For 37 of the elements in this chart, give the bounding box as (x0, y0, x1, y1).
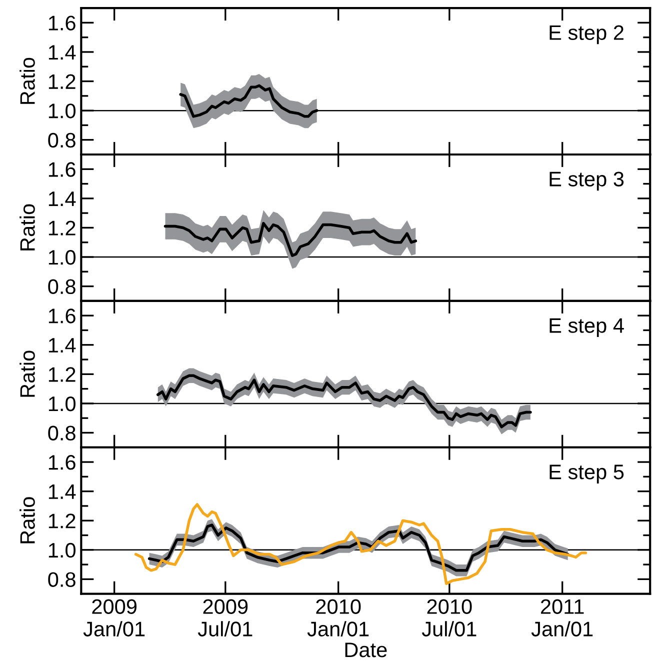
y-axis-title: Ratio (20, 204, 35, 250)
y-tick-label: 1.4 (48, 484, 76, 499)
y-tick-label: 1.4 (48, 192, 76, 206)
y-axis-title: Ratio (20, 350, 35, 397)
y-tick-label: 1.6 (48, 162, 76, 177)
line-series (156, 374, 532, 428)
annotation: E step 4 (550, 318, 624, 338)
x-tick-label: 2009 Jul/01 (198, 599, 252, 636)
y-tick-label: 1.6 (48, 308, 76, 324)
y-tick-label: 1.4 (48, 338, 76, 352)
x-tick-label: 2010 Jul/01 (422, 599, 476, 636)
y-tick-label: 1.6 (48, 16, 76, 30)
y-tick-label: 0.8 (48, 279, 76, 294)
y-tick-label: 0.8 (48, 426, 76, 440)
y-axis-title: Ratio (20, 58, 35, 104)
x-axis-title: Date (345, 642, 387, 658)
line-series (134, 503, 588, 585)
annotation: E step 3 (550, 172, 624, 191)
y-tick-label: 1.0 (48, 396, 76, 412)
y-tick-label: 0.8 (48, 572, 76, 587)
x-tick-label: 2011 Jan/01 (531, 599, 593, 636)
x-tick-label: 2010 Jan/01 (307, 599, 369, 636)
y-tick-label: 1.2 (48, 220, 76, 236)
y-tick-label: 1.6 (48, 455, 76, 470)
y-tick-label: 1.0 (48, 250, 76, 265)
y-tick-label: 1.4 (48, 45, 76, 60)
annotation: E step 5 (550, 464, 624, 484)
y-tick-label: 1.0 (48, 104, 76, 118)
y-axis-title: Ratio (20, 497, 35, 544)
annotation: E step 2 (550, 25, 624, 44)
y-tick-label: 1.0 (48, 542, 76, 558)
y-tick-label: 1.2 (48, 74, 76, 89)
y-tick-label: 1.2 (48, 514, 76, 528)
y-tick-label: 1.2 (48, 367, 76, 382)
x-tick-label: 2009 Jan/01 (83, 599, 145, 636)
y-tick-label: 0.8 (48, 132, 76, 148)
line-series (164, 222, 418, 257)
